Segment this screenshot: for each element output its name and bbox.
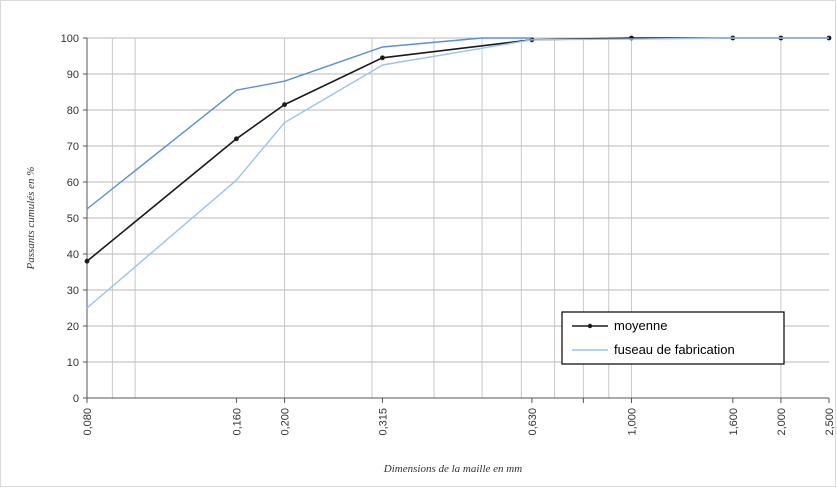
x-axis-title: Dimensions de la maille en mm (383, 463, 522, 475)
y-tick-label: 90 (67, 69, 79, 81)
y-tick-label: 50 (67, 213, 79, 225)
y-axis-title: Passants cumulés en % (25, 167, 37, 271)
legend-marker-moyenne (587, 323, 593, 329)
y-tick-label: 40 (67, 249, 79, 261)
series (84, 35, 832, 309)
legend-label-moyenne: moyenne (614, 318, 667, 333)
series-line-fuseau-upper (86, 37, 532, 210)
x-tick-label: 0,160 (231, 408, 243, 436)
y-tick-label: 0 (73, 393, 79, 405)
series-line-moyenne (86, 37, 829, 262)
legend-label-fuseau: fuseau de fabrication (614, 342, 735, 357)
y-tick-label: 60 (67, 177, 79, 189)
legend-box (561, 311, 785, 365)
y-tick-label: 80 (67, 105, 79, 117)
x-tick-label: 0,080 (82, 408, 94, 436)
y-tick-label: 70 (67, 141, 79, 153)
data-point-moyenne (282, 102, 287, 107)
y-tick-label: 20 (67, 321, 79, 333)
x-tick-label: 0,630 (527, 408, 539, 436)
x-tick-label: 0,200 (280, 408, 292, 436)
x-tick-label: 1,600 (728, 408, 740, 436)
series-line-fuseau-lower (86, 37, 829, 309)
data-point-moyenne (234, 136, 239, 142)
x-tick-label: 1,000 (626, 408, 638, 436)
x-tick-label: 2,000 (776, 408, 788, 436)
legend: moyenne fuseau de fabrication (561, 311, 785, 365)
data-point-moyenne (84, 258, 90, 264)
y-tick-label: 100 (61, 33, 79, 45)
x-tick-label: 2,500 (824, 408, 836, 436)
y-tick-label: 10 (67, 357, 79, 369)
data-point-moyenne (380, 55, 385, 61)
axes: 0 10 20 30 40 50 60 70 80 90 100 0,080 0,160 0,200 0,3… (61, 33, 836, 436)
x-tick-label: 0,315 (377, 408, 389, 436)
y-tick-label: 30 (67, 285, 79, 297)
